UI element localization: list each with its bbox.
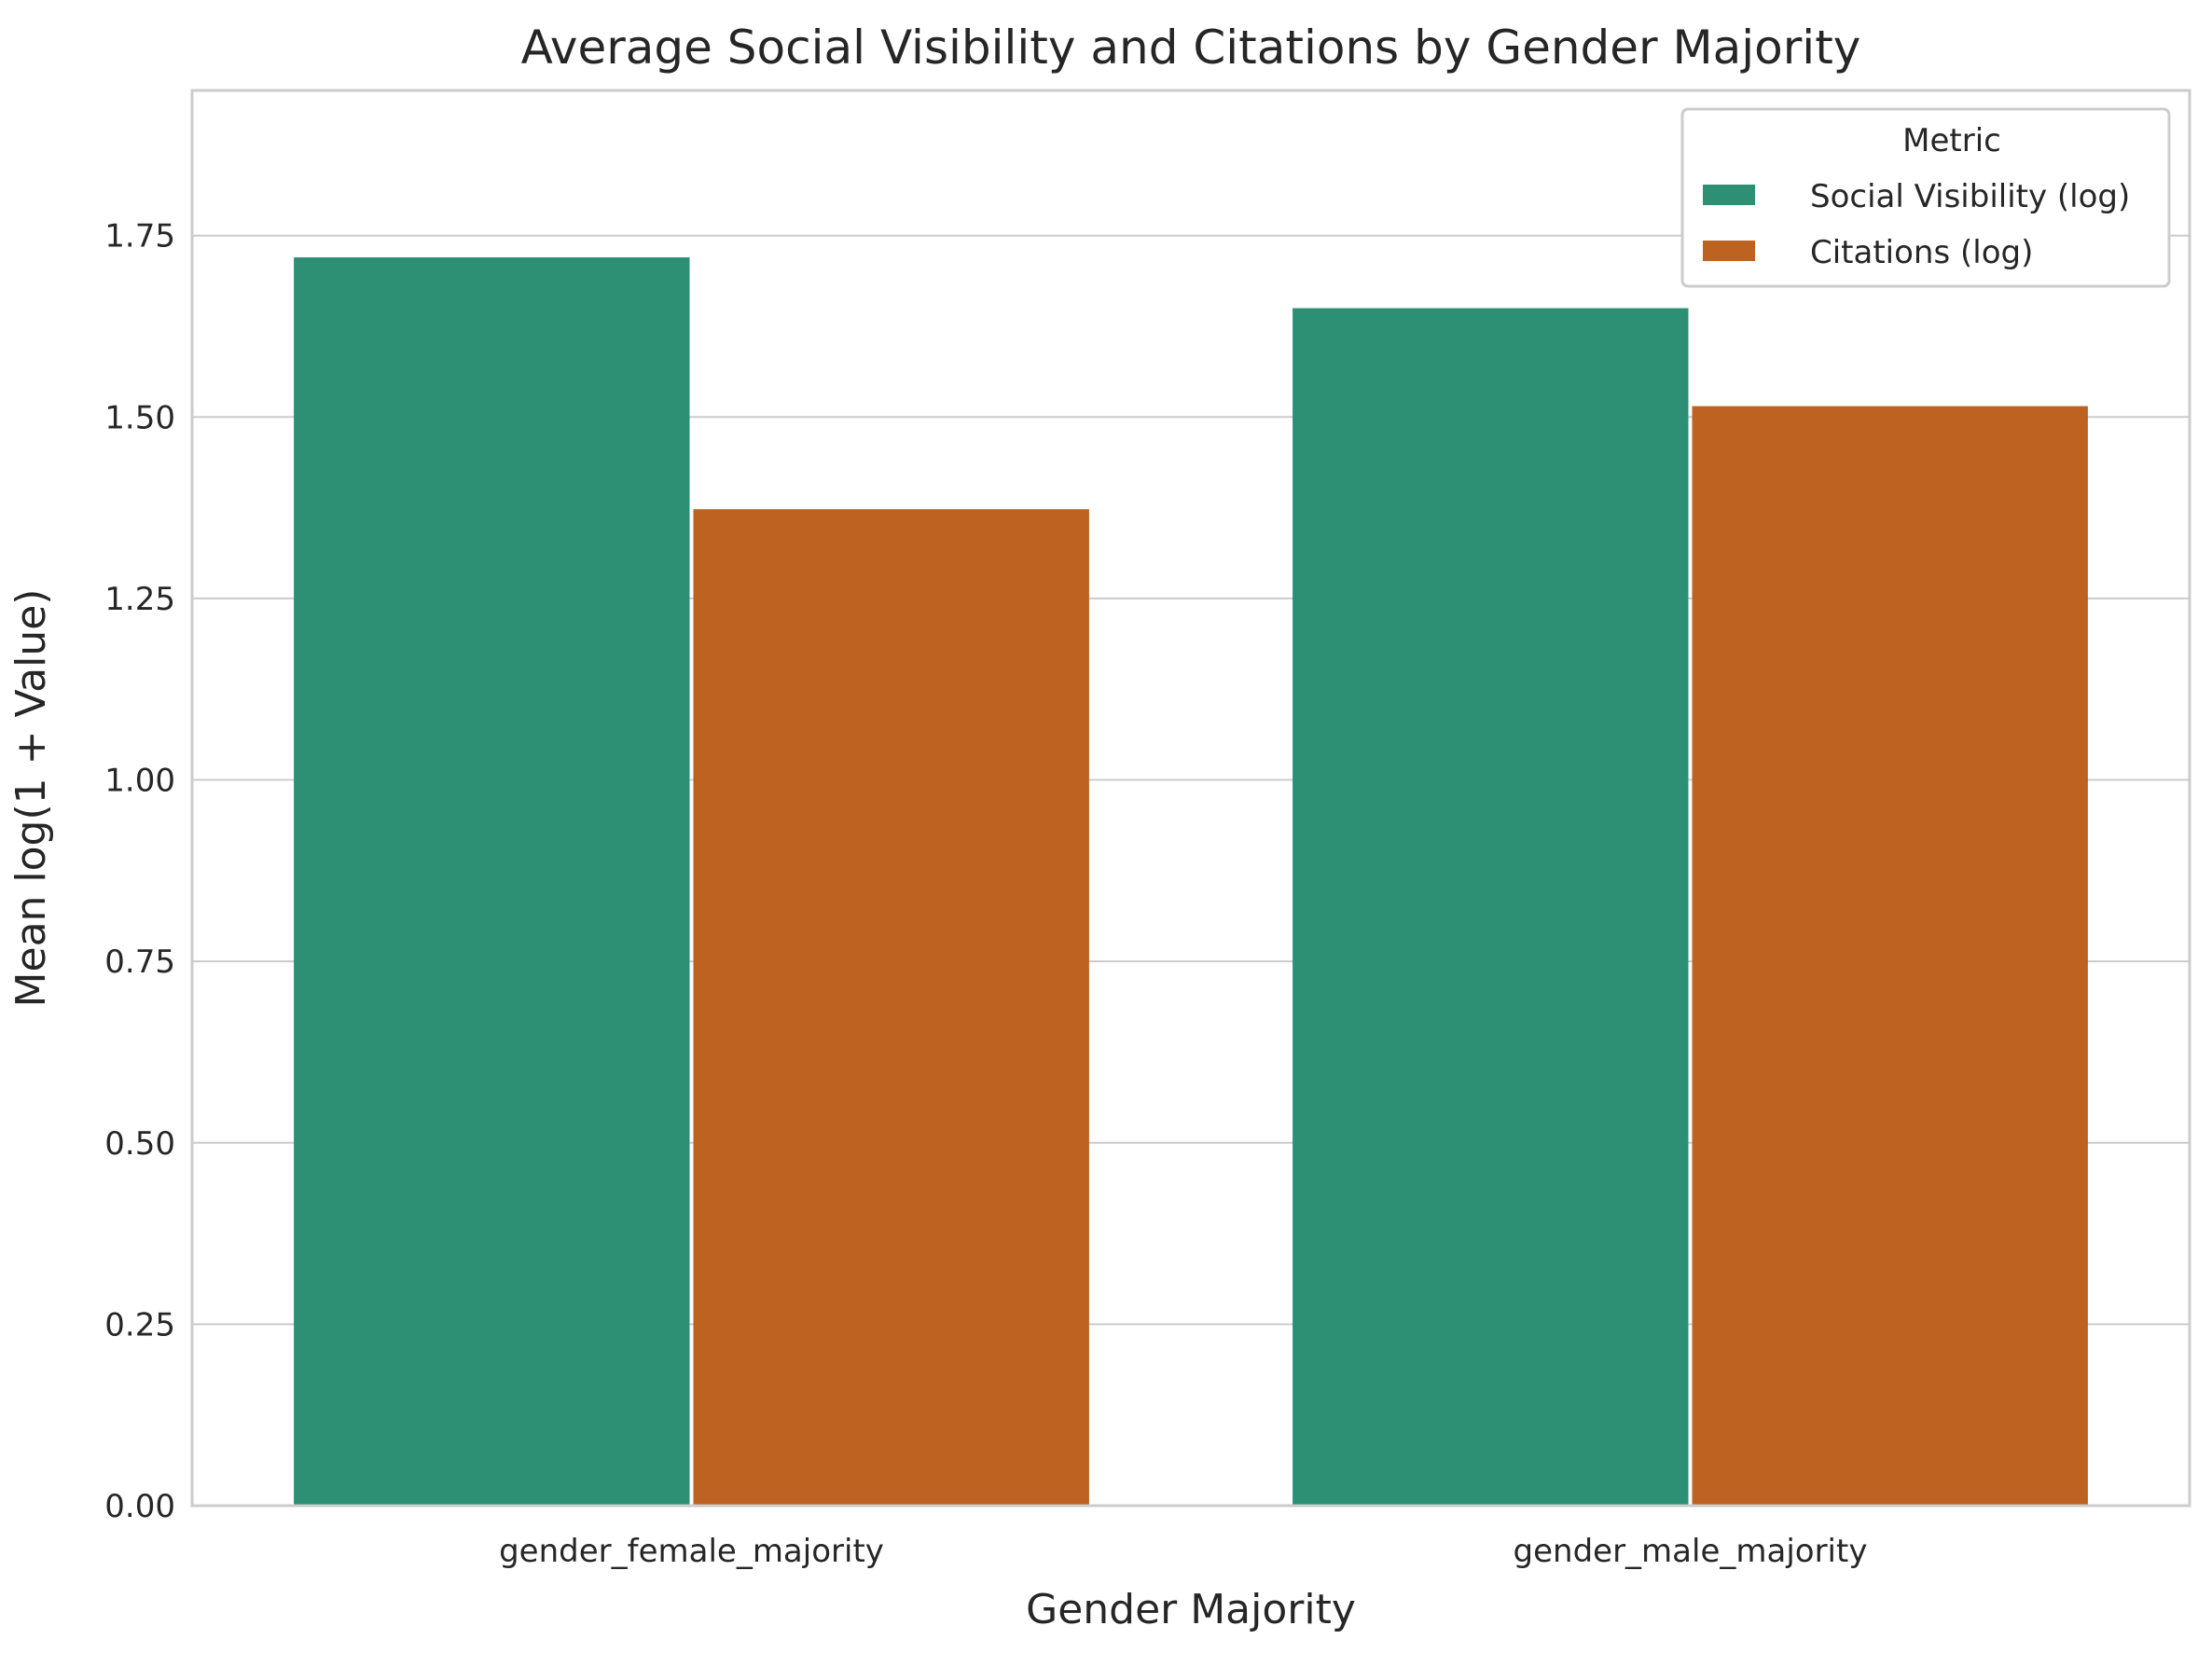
y-axis-label: Mean log(1 + Value): [7, 589, 55, 1008]
legend-frame: [1680, 107, 2171, 288]
bar-citations-log-0: [693, 509, 1089, 1506]
bars: [294, 257, 2088, 1507]
legend-label-citations: Citations (log): [1810, 234, 2033, 271]
legend: Metric Social Visibility (log) Citations…: [1680, 107, 2171, 288]
bar-social-visibility-log-1: [1293, 308, 1689, 1506]
y-tick-label: 0.00: [104, 1488, 175, 1525]
x-tick-label: gender_male_majority: [1514, 1533, 1868, 1570]
y-tick-label: 1.25: [104, 581, 175, 618]
plot-frame: [190, 89, 2191, 1508]
bar-social-visibility-log-0: [294, 257, 690, 1506]
y-tick-labels: 0.00 0.25 0.50 0.75 1.00 1.25 1.50 1.75: [104, 218, 175, 1525]
y-tick-label: 0.75: [104, 944, 175, 981]
x-tick-label: gender_female_majority: [499, 1533, 884, 1570]
y-tick-label: 0.25: [104, 1306, 175, 1343]
legend-title: Metric: [1902, 122, 2001, 159]
y-tick-label: 1.50: [104, 399, 175, 436]
x-tick-labels: gender_female_majority gender_male_majori…: [499, 1533, 1867, 1570]
y-tick-label: 1.75: [104, 218, 175, 255]
y-tick-label: 1.00: [104, 763, 175, 800]
x-axis-label: Gender Majority: [1026, 1586, 1356, 1633]
chart-title: Average Social Visibility and Citations …: [521, 21, 1861, 75]
bar-citations-log-1: [1692, 406, 2088, 1507]
legend-swatch-citations: [1703, 241, 1755, 261]
y-tick-label: 0.50: [104, 1125, 175, 1163]
legend-label-social-visibility: Social Visibility (log): [1810, 178, 2130, 215]
legend-swatch-social-visibility: [1703, 185, 1755, 205]
